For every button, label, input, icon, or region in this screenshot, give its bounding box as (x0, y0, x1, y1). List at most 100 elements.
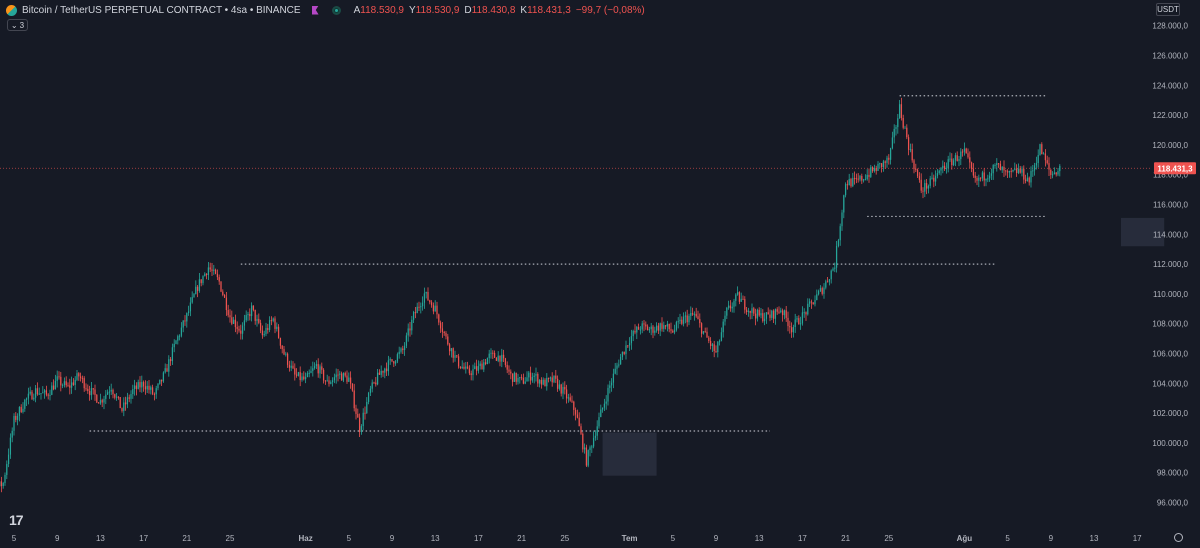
candle-body (850, 179, 852, 187)
symbol-title[interactable]: Bitcoin / TetherUS PERPETUAL CONTRACT • … (22, 4, 301, 16)
candle-body (564, 386, 566, 390)
candle-body (90, 388, 93, 396)
candle-body (218, 277, 220, 282)
high-value: 118.530,9 (415, 4, 460, 16)
gear-icon[interactable] (1174, 533, 1183, 542)
tradingview-logo[interactable]: 17 (9, 512, 24, 528)
candle-body (137, 382, 139, 389)
symbol-header: Bitcoin / TetherUS PERPETUAL CONTRACT • … (6, 2, 645, 18)
candle-body (511, 373, 514, 382)
candle-body (7, 454, 10, 465)
candle-body (736, 292, 739, 295)
open-value: 118.530,9 (360, 4, 404, 16)
indicator-count: 3 (19, 20, 25, 30)
candle-body (513, 372, 516, 382)
candle-body (758, 309, 760, 316)
candle-body (852, 177, 854, 187)
candle-body (979, 177, 982, 179)
indicators-collapse-button[interactable]: ⌄ 3 (7, 19, 28, 31)
candle-body (227, 310, 229, 316)
candle-body (193, 294, 195, 298)
candle-body (754, 313, 757, 319)
candle-body (268, 320, 271, 330)
currency-button[interactable]: USDT (1156, 3, 1180, 16)
candle-body (367, 392, 370, 402)
candle-body (988, 175, 991, 179)
highlight-zone-1[interactable] (1121, 217, 1165, 247)
candle-body (344, 373, 346, 376)
candle-body (967, 153, 969, 158)
candle-body (744, 299, 746, 310)
candle-body (198, 279, 201, 291)
candle-body (49, 394, 51, 396)
flag-icon[interactable] (311, 5, 319, 15)
candle-body (394, 361, 397, 364)
candle-body (765, 312, 768, 319)
candle-body (702, 331, 705, 334)
candle-body (330, 382, 332, 384)
candle-body (686, 315, 688, 323)
candle-body (69, 385, 71, 388)
candle-body (339, 373, 341, 375)
highlight-zone-0[interactable] (602, 432, 657, 476)
candle-body (722, 321, 724, 333)
candle-body (171, 347, 174, 362)
y-axis-label: 124.000,0 (1152, 81, 1188, 90)
candle-body (592, 437, 595, 447)
candle-body (571, 400, 573, 402)
candle-body (443, 331, 445, 334)
candle-body (992, 165, 994, 174)
candle-body (24, 399, 26, 409)
candle-body (713, 344, 715, 351)
candle-body (481, 363, 483, 370)
candle-body (164, 368, 166, 373)
candle-body (60, 376, 62, 386)
candle-body (420, 306, 422, 308)
candle-body (387, 360, 390, 372)
x-axis-label: 5 (347, 534, 352, 543)
candle-body (603, 403, 606, 408)
y-axis-label: 110.000,0 (1153, 290, 1189, 299)
candle-body (304, 377, 307, 380)
y-axis-label: 108.000,0 (1152, 320, 1188, 329)
candle-body (526, 377, 528, 382)
candle-body (9, 437, 12, 455)
candle-body (625, 345, 627, 354)
candle-body (565, 389, 568, 399)
candle-body (490, 352, 492, 354)
candle-body (501, 354, 503, 362)
candle-body (504, 358, 507, 365)
candle-body (157, 383, 159, 389)
candle-body (551, 377, 553, 383)
candle-body (578, 417, 580, 427)
candle-body (497, 355, 499, 361)
candle-body (843, 195, 845, 213)
x-axis-label: 13 (1090, 534, 1099, 543)
candle-body (1019, 168, 1021, 173)
candle-body (110, 389, 112, 392)
candle-body (322, 369, 325, 381)
candle-body (866, 174, 868, 180)
candle-body (796, 318, 798, 320)
candle-body (891, 137, 894, 149)
candle-body (747, 310, 750, 313)
candle-body (436, 305, 438, 315)
candle-body (25, 398, 28, 400)
candle-body (558, 384, 561, 389)
candle-body (486, 358, 489, 365)
candle-body (434, 305, 436, 312)
y-axis-label: 96.000,0 (1157, 499, 1189, 508)
candle-body (288, 364, 291, 368)
candle-body (65, 381, 67, 386)
x-axis-label: 5 (671, 534, 676, 543)
candle-body (542, 379, 544, 385)
candle-body (549, 377, 552, 379)
candle-body (933, 177, 935, 182)
candle-body (461, 366, 463, 369)
candle-body (47, 394, 49, 396)
market-status-icon[interactable] (331, 5, 341, 15)
candle-body (130, 394, 132, 399)
candle-body (895, 127, 897, 129)
candle-body (976, 177, 978, 181)
